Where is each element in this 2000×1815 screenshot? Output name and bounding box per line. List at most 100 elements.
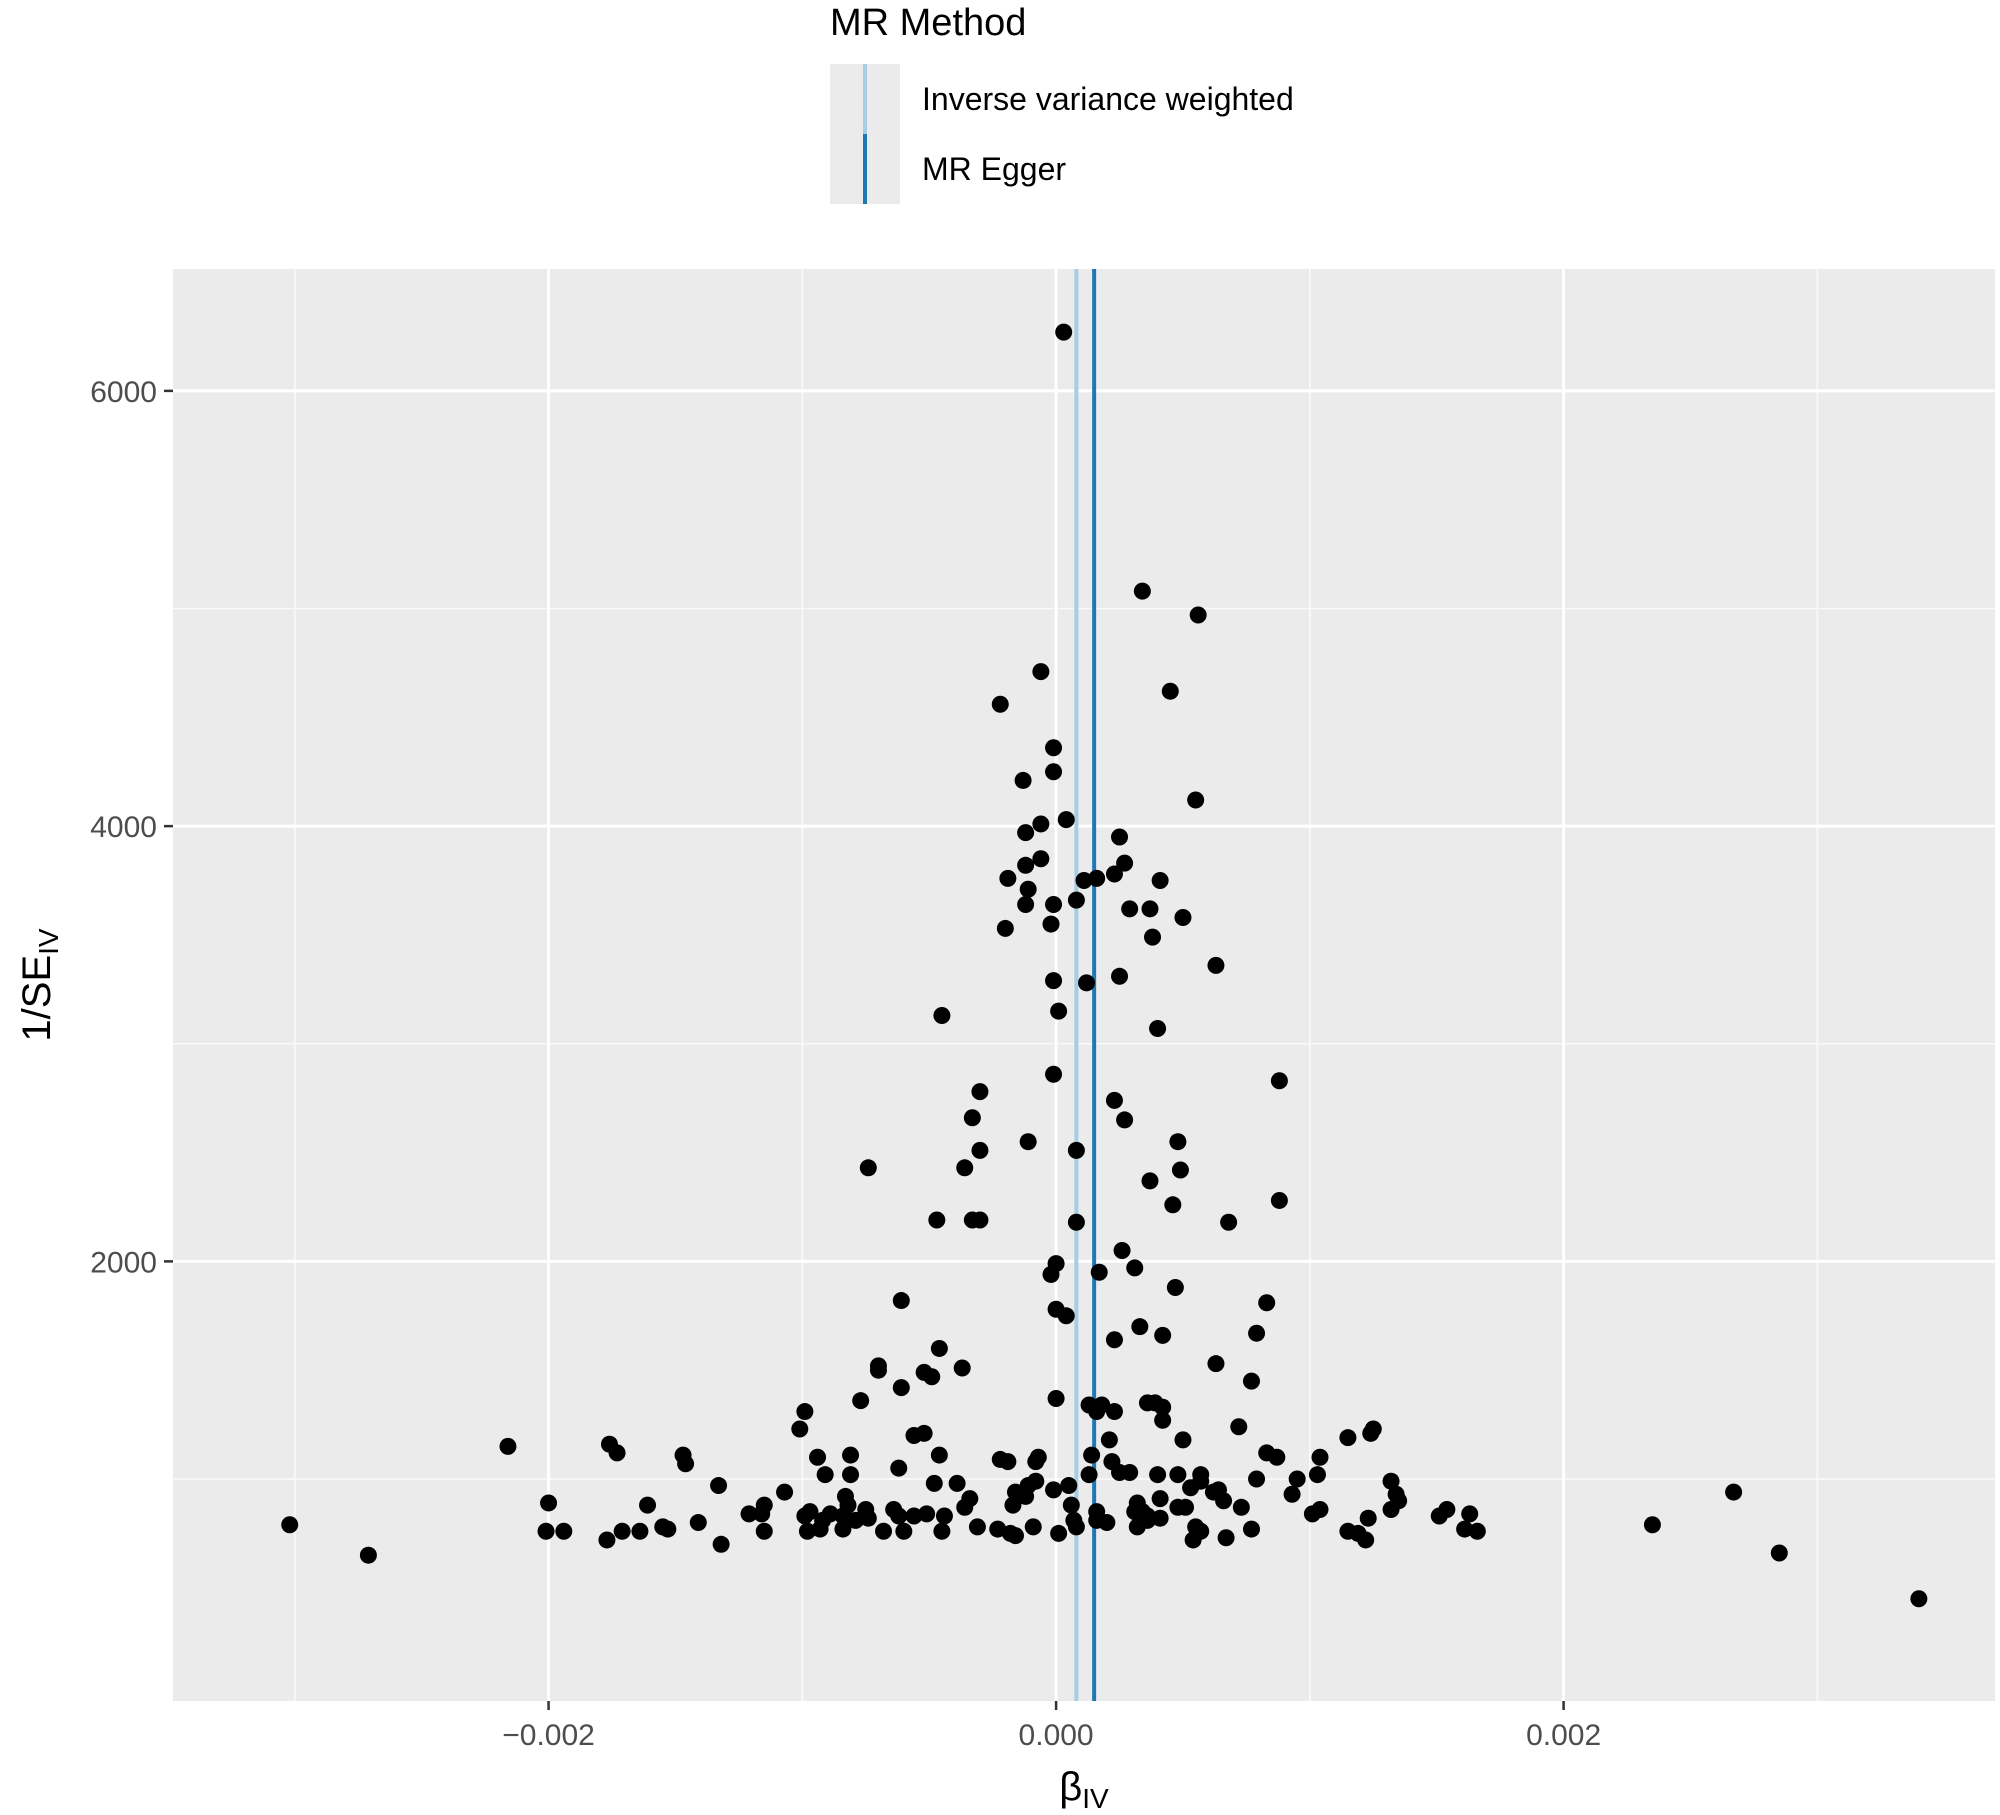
data-point [859,1159,877,1177]
legend-title: MR Method [830,2,1026,44]
data-point [971,1083,989,1101]
data-point [1105,1091,1123,1109]
data-point [1141,900,1159,918]
data-point [740,1505,758,1523]
y-axis-title: 1/SEIV [15,928,64,1041]
data-point [1164,1196,1182,1214]
data-point [1220,1213,1238,1231]
data-point [1174,1431,1192,1449]
data-point [1055,323,1073,341]
data-point [1067,1518,1085,1536]
legend: MR Method Inverse variance weighted MR E… [830,2,1294,204]
data-point [1207,1355,1225,1373]
data-point [1283,1485,1301,1503]
data-point [755,1522,773,1540]
data-point [816,1466,834,1484]
data-point [1149,1466,1167,1484]
data-point [1042,1265,1060,1283]
data-point [1045,763,1063,781]
data-point [890,1507,908,1525]
data-point [1067,1141,1085,1159]
data-point [1032,815,1050,833]
data-point [1187,791,1205,809]
data-point [1151,1509,1169,1527]
data-point [933,1006,951,1024]
data-point [1111,967,1129,985]
data-point [796,1403,814,1421]
data-point [1006,1527,1024,1545]
data-point [1288,1470,1306,1488]
data-point [1468,1522,1486,1540]
data-point [1083,1446,1101,1464]
data-point [1105,1403,1123,1421]
data-point [1169,1466,1187,1484]
x-axis-title: βIV [1059,1765,1109,1814]
data-point [1303,1505,1321,1523]
data-point [712,1535,730,1553]
data-point [1232,1498,1250,1516]
data-point [1057,1307,1075,1325]
data-point [1088,1403,1106,1421]
data-point [776,1483,794,1501]
data-point [608,1444,626,1462]
grid-major [173,269,1995,1701]
data-point [1184,1531,1202,1549]
data-point [1382,1472,1400,1490]
data-point [1248,1324,1266,1342]
data-point [1045,1481,1063,1499]
data-point [798,1522,816,1540]
data-point [809,1448,827,1466]
data-point [1047,1389,1065,1407]
data-point [1050,1002,1068,1020]
data-point [1017,1487,1035,1505]
data-point [639,1496,657,1514]
data-point [631,1522,649,1540]
data-point [1067,1213,1085,1231]
data-point [1121,1463,1139,1481]
data-point [1090,1263,1108,1281]
data-point [971,1211,989,1229]
data-point [852,1392,870,1410]
data-point [1100,1431,1118,1449]
data-point [1116,854,1134,872]
data-point [1062,1496,1080,1514]
data-point [890,1459,908,1477]
data-point [971,1141,989,1159]
data-point [930,1339,948,1357]
data-point [1166,1279,1184,1297]
data-point [935,1507,953,1525]
data-point [933,1522,951,1540]
data-point [1362,1424,1380,1442]
data-point [1154,1411,1172,1429]
data-point [956,1498,974,1516]
points [281,323,1928,1608]
data-point [613,1522,631,1540]
data-point [948,1474,966,1492]
data-point [1308,1466,1326,1484]
data-point [1189,606,1207,624]
data-point [1169,1133,1187,1151]
data-point [1017,856,1035,874]
data-point [875,1522,893,1540]
data-point [1207,956,1225,974]
data-point [1725,1483,1743,1501]
data-point [1151,872,1169,890]
data-point [659,1520,677,1538]
data-point [1357,1531,1375,1549]
data-point [834,1520,852,1538]
data-point [1230,1418,1248,1436]
data-point [1017,895,1035,913]
data-point [1098,1514,1116,1532]
data-point [892,1379,910,1397]
data-point [791,1420,809,1438]
data-point [1242,1372,1260,1390]
data-point [1174,909,1192,927]
data-point [537,1522,555,1540]
data-point [1215,1492,1233,1510]
data-point [1121,900,1139,918]
data-point [1075,872,1093,890]
data-point [1643,1516,1661,1534]
data-point [1032,663,1050,681]
data-point [540,1494,558,1512]
